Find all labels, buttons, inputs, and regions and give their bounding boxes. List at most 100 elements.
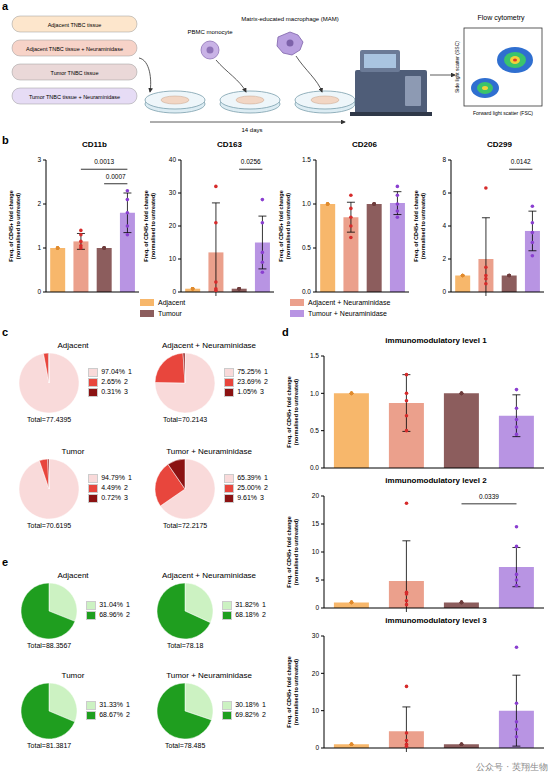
html-text:Total=77.4395: Total=77.4395 bbox=[27, 416, 72, 423]
svg-text:20: 20 bbox=[312, 670, 320, 677]
html-text:b: b bbox=[2, 134, 9, 146]
svg-text:10: 10 bbox=[312, 548, 320, 555]
html-text:2.65%: 2.65% bbox=[101, 378, 121, 385]
svg-text:2: 2 bbox=[442, 255, 446, 262]
svg-text:0.0339: 0.0339 bbox=[479, 493, 499, 500]
svg-text:0.0: 0.0 bbox=[302, 288, 311, 295]
html-text:68.18% 2: 68.18% 2 bbox=[235, 611, 266, 618]
svg-text:0.0: 0.0 bbox=[310, 464, 319, 471]
svg-text:20: 20 bbox=[312, 492, 320, 499]
svg-text:2: 2 bbox=[37, 200, 41, 207]
html-text:Total=70.2143: Total=70.2143 bbox=[163, 416, 208, 423]
html-text:Total=72.2175: Total=72.2175 bbox=[163, 522, 208, 529]
svg-text:1: 1 bbox=[37, 244, 41, 251]
svg-text:Forward light scatter (FSC): Forward light scatter (FSC) bbox=[473, 110, 533, 116]
svg-text:1.5: 1.5 bbox=[302, 156, 311, 163]
svg-text:Flow cytometry: Flow cytometry bbox=[477, 14, 525, 22]
html-text:94.79% 1: 94.79% 1 bbox=[101, 474, 132, 481]
html-text:Adjacent + Neuraminidase: Adjacent + Neuraminidase bbox=[308, 299, 391, 306]
svg-text:4: 4 bbox=[442, 222, 446, 229]
html-text:Tumor: Tumor bbox=[61, 447, 85, 456]
html-text:immunomodulatory level 3: immunomodulatory level 3 bbox=[385, 616, 487, 625]
html-text:Adjacent + Neuraminidase: Adjacent + Neuraminidase bbox=[162, 571, 256, 580]
html-text:0.31%: 0.31% bbox=[101, 388, 121, 395]
html-text:25.00% 2: 25.00% 2 bbox=[237, 484, 268, 491]
html-text:c: c bbox=[2, 326, 9, 338]
html-text:Total=88.3567: Total=88.3567 bbox=[27, 642, 72, 649]
svg-text:14 days: 14 days bbox=[241, 127, 262, 133]
svg-text:1.0: 1.0 bbox=[310, 390, 319, 397]
html-text:immunomodulatory level 2: immunomodulatory level 2 bbox=[385, 476, 487, 485]
html-text:Tumour + Neuraminidase: Tumour + Neuraminidase bbox=[308, 310, 387, 317]
svg-text:0.5: 0.5 bbox=[302, 244, 311, 251]
svg-text:Side light scatter (SSC): Side light scatter (SSC) bbox=[454, 41, 460, 93]
svg-text:Tumor TNBC tissue: Tumor TNBC tissue bbox=[51, 70, 99, 76]
svg-text:Freq. of CD45+ fold change(nor: Freq. of CD45+ fold change(normalised to… bbox=[278, 190, 291, 261]
html-text:Adjacent: Adjacent bbox=[57, 341, 89, 350]
html-text:Tumor + Neuraminidase: Tumor + Neuraminidase bbox=[166, 447, 252, 456]
svg-text:0: 0 bbox=[172, 288, 176, 295]
html-text:Total=78.18: Total=78.18 bbox=[167, 642, 204, 649]
html-text:23.69% 2: 23.69% 2 bbox=[237, 378, 268, 385]
svg-text:0: 0 bbox=[315, 744, 319, 751]
html-text:e: e bbox=[2, 556, 9, 568]
svg-text:1.0: 1.0 bbox=[302, 200, 311, 207]
html-text:CD299: CD299 bbox=[487, 140, 512, 149]
html-text:Adjacent: Adjacent bbox=[158, 299, 186, 306]
html-text:Tumour: Tumour bbox=[158, 310, 182, 317]
svg-text:8: 8 bbox=[442, 156, 446, 163]
svg-text:0: 0 bbox=[442, 288, 446, 295]
html-text:68.96% 2: 68.96% 2 bbox=[99, 611, 130, 618]
html-text:Adjacent: Adjacent bbox=[57, 571, 89, 580]
svg-text:15: 15 bbox=[312, 520, 320, 527]
html-text:75.25% 1: 75.25% 1 bbox=[237, 368, 268, 375]
html-text:Tumor: Tumor bbox=[61, 671, 85, 680]
html-text:Total=70.6195: Total=70.6195 bbox=[27, 522, 72, 529]
svg-text:Adjacent TNBC tissue + Neurami: Adjacent TNBC tissue + Neuraminidase bbox=[26, 46, 123, 52]
svg-text:PBMC monocyte: PBMC monocyte bbox=[187, 29, 233, 35]
svg-text:0.0007: 0.0007 bbox=[106, 173, 126, 180]
svg-text:0: 0 bbox=[37, 288, 41, 295]
svg-text:30: 30 bbox=[169, 189, 177, 196]
svg-text:0.0013: 0.0013 bbox=[94, 158, 114, 165]
svg-text:Freq. of CD45+ fold change(nor: Freq. of CD45+ fold change(normalised to… bbox=[8, 190, 21, 261]
svg-text:Matrix-educated macrophage (MA: Matrix-educated macrophage (MAM) bbox=[241, 16, 339, 22]
svg-text:a: a bbox=[2, 0, 9, 12]
svg-text:0.5: 0.5 bbox=[310, 427, 319, 434]
html-text:1.05%: 1.05% bbox=[237, 388, 257, 395]
html-text:Adjacent + Neuraminidase: Adjacent + Neuraminidase bbox=[162, 341, 256, 350]
svg-text:20: 20 bbox=[169, 222, 177, 229]
html-text:9.61%: 9.61% bbox=[237, 494, 257, 501]
svg-text:Adjacent TNBC tissue: Adjacent TNBC tissue bbox=[48, 22, 102, 28]
svg-text:3: 3 bbox=[37, 156, 41, 163]
svg-text:Freq. of CD45+ fold change(nor: Freq. of CD45+ fold change(normalised to… bbox=[143, 190, 156, 261]
svg-text:Freq. of CD45+ fold change(nor: Freq. of CD45+ fold change(normalised to… bbox=[286, 656, 299, 727]
svg-text:Freq. of CD45+ fold change(nor: Freq. of CD45+ fold change(normalised to… bbox=[413, 190, 426, 261]
html-text:0.72%: 0.72% bbox=[101, 494, 121, 501]
svg-text:Tumor TNBC tissue + Neuraminid: Tumor TNBC tissue + Neuraminidase bbox=[29, 94, 120, 100]
html-text:CD163: CD163 bbox=[217, 140, 242, 149]
html-text:immunomodulatory level 1: immunomodulatory level 1 bbox=[385, 336, 487, 345]
html-text:65.39% 1: 65.39% 1 bbox=[237, 474, 268, 481]
svg-text:40: 40 bbox=[169, 156, 177, 163]
html-text:4.49%: 4.49% bbox=[101, 484, 121, 491]
html-text:d: d bbox=[282, 326, 289, 338]
svg-text:0.0142: 0.0142 bbox=[511, 158, 531, 165]
svg-text:0.0256: 0.0256 bbox=[241, 158, 261, 165]
svg-text:5: 5 bbox=[315, 576, 319, 583]
html-text:31.04% 1: 31.04% 1 bbox=[99, 601, 130, 608]
html-text:Tumor + Neuraminidase: Tumor + Neuraminidase bbox=[166, 671, 252, 680]
svg-text:6: 6 bbox=[442, 189, 446, 196]
svg-text:Freq. of CD45+ fold change(nor: Freq. of CD45+ fold change(normalised to… bbox=[286, 516, 299, 587]
svg-text:10: 10 bbox=[169, 255, 177, 262]
html-text:CD11b: CD11b bbox=[82, 140, 107, 149]
html-text:97.04% 1: 97.04% 1 bbox=[101, 368, 132, 375]
html-text:公众号 · 英翔生物: 公众号 · 英翔生物 bbox=[476, 762, 548, 772]
svg-text:1.5: 1.5 bbox=[310, 352, 319, 359]
svg-text:Freq. of CD45+ fold change(nor: Freq. of CD45+ fold change(normalised to… bbox=[286, 376, 299, 447]
svg-text:30: 30 bbox=[312, 632, 320, 639]
html-text:CD206: CD206 bbox=[352, 140, 377, 149]
html-text:31.82% 1: 31.82% 1 bbox=[235, 601, 266, 608]
svg-text:0: 0 bbox=[315, 604, 319, 611]
svg-text:10: 10 bbox=[312, 707, 320, 714]
